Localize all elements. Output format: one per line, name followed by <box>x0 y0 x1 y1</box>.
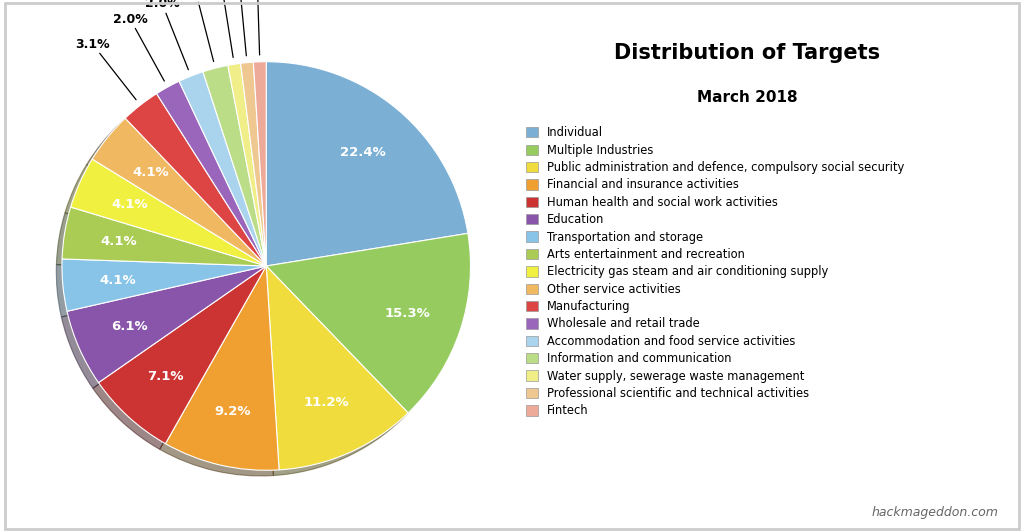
Wedge shape <box>125 94 266 266</box>
Wedge shape <box>67 266 266 383</box>
Text: 4.1%: 4.1% <box>99 273 136 287</box>
Text: 4.1%: 4.1% <box>100 235 137 248</box>
Wedge shape <box>92 118 266 266</box>
Text: 1.0%: 1.0% <box>205 0 240 57</box>
Text: 22.4%: 22.4% <box>340 146 386 159</box>
Text: 1.0%: 1.0% <box>240 0 274 55</box>
Text: Distribution of Targets: Distribution of Targets <box>614 43 881 63</box>
Wedge shape <box>266 234 470 413</box>
Wedge shape <box>266 62 468 266</box>
Text: 7.1%: 7.1% <box>147 370 184 383</box>
Wedge shape <box>253 62 266 266</box>
Text: hackmageddon.com: hackmageddon.com <box>871 506 998 519</box>
Text: March 2018: March 2018 <box>697 90 798 105</box>
Text: 15.3%: 15.3% <box>385 306 431 320</box>
Legend: Individual, Multiple Industries, Public administration and defence, compulsory s: Individual, Multiple Industries, Public … <box>523 123 908 421</box>
Text: 2.0%: 2.0% <box>178 0 214 62</box>
Wedge shape <box>228 63 266 266</box>
Wedge shape <box>166 266 280 470</box>
Wedge shape <box>157 81 266 266</box>
Text: 2.0%: 2.0% <box>113 13 164 81</box>
Wedge shape <box>62 207 266 266</box>
Wedge shape <box>179 72 266 266</box>
Text: 11.2%: 11.2% <box>304 396 349 409</box>
Wedge shape <box>61 259 266 311</box>
Text: 9.2%: 9.2% <box>214 405 251 418</box>
Text: 4.1%: 4.1% <box>112 198 148 211</box>
Wedge shape <box>241 62 266 266</box>
Wedge shape <box>98 266 266 444</box>
Wedge shape <box>71 159 266 266</box>
Wedge shape <box>266 266 409 470</box>
Text: 6.1%: 6.1% <box>112 320 148 332</box>
Text: 3.1%: 3.1% <box>75 38 136 99</box>
Text: 4.1%: 4.1% <box>132 166 169 179</box>
Wedge shape <box>203 65 266 266</box>
Text: 2.0%: 2.0% <box>144 0 188 70</box>
Text: 1.0%: 1.0% <box>222 0 257 56</box>
